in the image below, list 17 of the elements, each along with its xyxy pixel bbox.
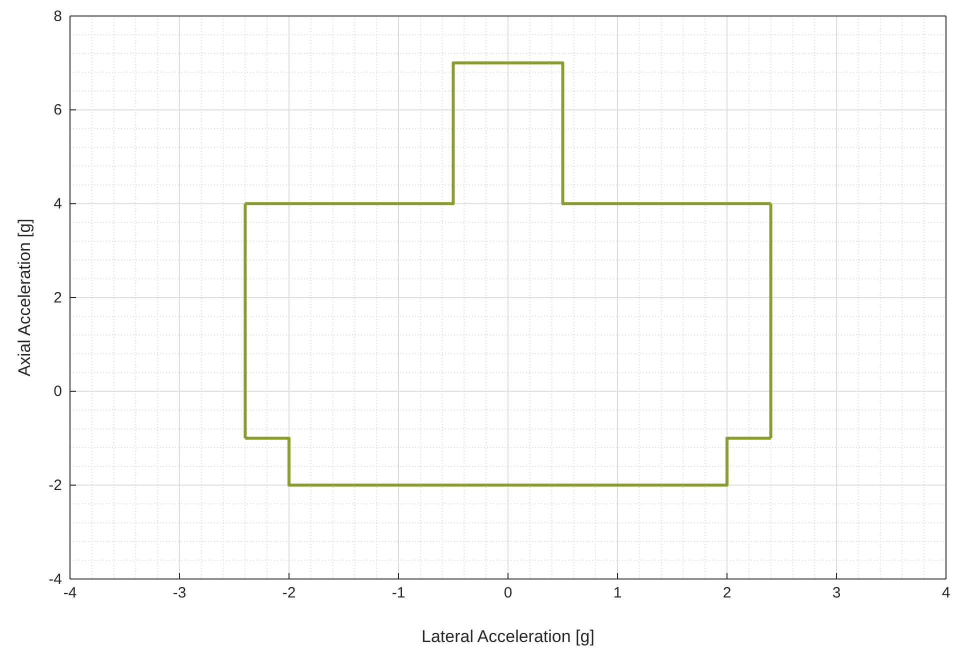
x-tick-label: -3 — [172, 584, 186, 602]
x-tick-label: 2 — [722, 584, 732, 602]
x-tick-label: -1 — [392, 584, 406, 602]
y-tick-label: 4 — [54, 195, 62, 212]
x-tick-label: 3 — [832, 584, 841, 602]
x-tick-label: -2 — [282, 584, 296, 602]
x-tick-label: 1 — [613, 584, 622, 602]
y-tick-label: 6 — [54, 102, 62, 119]
y-axis-title: Axial Acceleration [g] — [15, 218, 34, 376]
y-tick-label: 0 — [54, 383, 62, 400]
x-tick-label: 4 — [942, 584, 950, 602]
x-tick-label: 0 — [504, 584, 512, 602]
y-tick-label: -2 — [48, 476, 62, 494]
y-tick-label: -4 — [48, 570, 62, 588]
x-axis-title: Lateral Acceleration [g] — [422, 627, 594, 646]
y-tick-label: 2 — [54, 289, 62, 306]
y-tick-label: 8 — [54, 8, 62, 25]
